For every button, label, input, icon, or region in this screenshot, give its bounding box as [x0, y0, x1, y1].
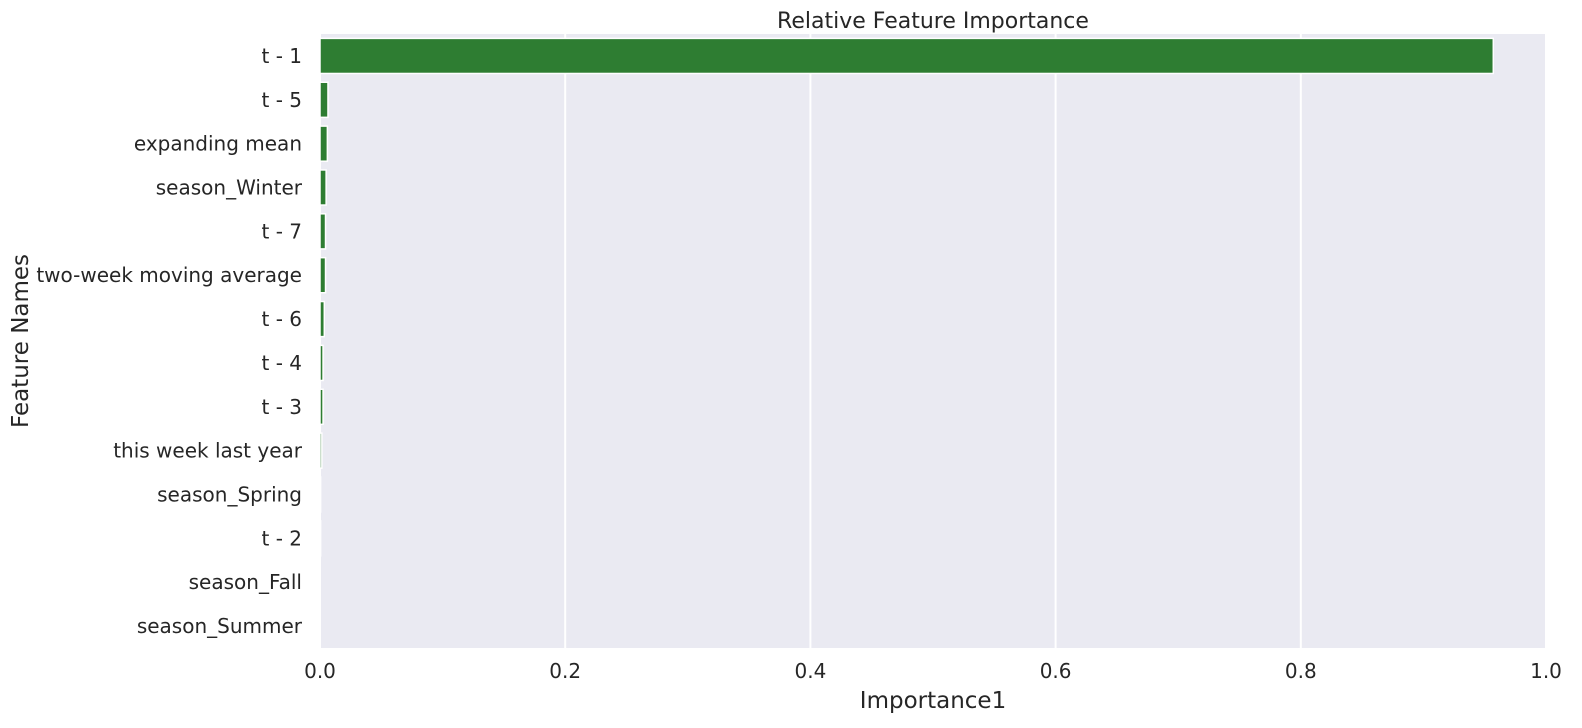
chart-title: Relative Feature Importance — [777, 9, 1089, 34]
y-tick-label: season_Summer — [137, 614, 303, 638]
bar — [319, 388, 324, 426]
y-tick-label: season_Spring — [157, 483, 302, 507]
bar — [319, 300, 326, 338]
y-tick-label: expanding mean — [134, 132, 302, 156]
y-tick-label: t - 4 — [262, 351, 303, 375]
y-tick-label: season_Winter — [156, 176, 303, 200]
bar — [319, 256, 327, 294]
x-tick-label: 1.0 — [1530, 659, 1562, 683]
plot-background — [320, 34, 1546, 648]
bar — [319, 81, 329, 119]
y-tick-label: t - 7 — [262, 219, 303, 243]
y-tick-label: season_Fall — [189, 570, 302, 594]
x-tick-label: 0.6 — [1040, 659, 1072, 683]
y-tick-label: t - 5 — [262, 88, 303, 112]
y-tick-label: t - 1 — [262, 44, 303, 68]
x-tick-label: 0.2 — [549, 659, 581, 683]
y-tick-label: this week last year — [113, 439, 303, 463]
y-tick-label: t - 3 — [262, 395, 303, 419]
x-tick-label: 0.0 — [304, 659, 336, 683]
x-tick-label: 0.4 — [794, 659, 826, 683]
y-tick-label: t - 2 — [262, 526, 303, 550]
y-tick-label: t - 6 — [262, 307, 303, 331]
bar — [319, 344, 324, 382]
x-axis-label: Importance1 — [860, 688, 1006, 714]
x-tick-label: 0.8 — [1285, 659, 1317, 683]
bar — [319, 476, 322, 513]
bar — [319, 520, 322, 557]
bar — [319, 213, 327, 250]
bars — [319, 37, 1495, 645]
bar — [319, 432, 323, 469]
bar — [319, 125, 329, 162]
y-tick-label: two-week moving average — [36, 263, 302, 287]
y-axis-label: Feature Names — [8, 254, 34, 428]
bar — [319, 169, 327, 206]
x-tick-labels: 0.0 0.2 0.4 0.6 0.8 1.0 — [304, 659, 1562, 683]
bar — [319, 37, 1495, 75]
